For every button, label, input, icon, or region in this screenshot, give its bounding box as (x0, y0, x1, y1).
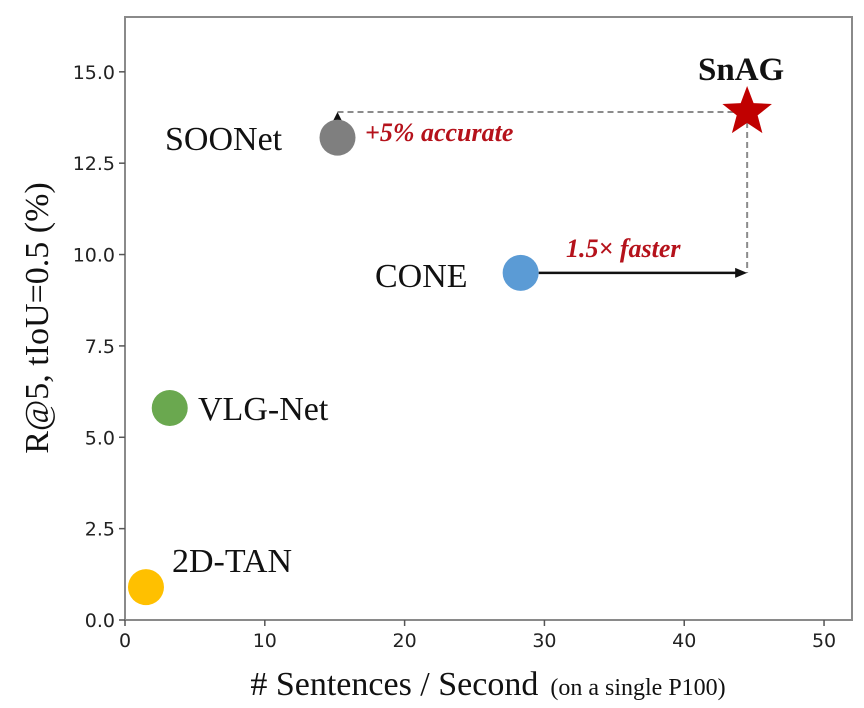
x-tick-label: 30 (532, 630, 556, 652)
x-tick-label: 20 (393, 630, 417, 652)
y-axis-title: R@5, tIoU=0.5 (%) (19, 182, 56, 453)
y-tick-label: 10.0 (73, 245, 115, 267)
x-axis-title: # Sentences / Second (on a single P100) (250, 666, 725, 703)
y-tick-labels: 0.0 2.5 5.0 7.5 10.0 12.5 15.0 (73, 62, 125, 632)
label-2d-tan: 2D-TAN (172, 543, 292, 580)
y-tick-label: 12.5 (73, 153, 115, 175)
y-tick-label: 7.5 (85, 336, 115, 358)
plot-frame (124, 16, 853, 621)
x-tick-label: 10 (253, 630, 277, 652)
point-soonet (319, 119, 356, 156)
annotation-faster: 1.5× faster (566, 234, 681, 263)
x-tick-labels: 0 10 20 30 40 50 (119, 620, 836, 652)
speed-arrowhead (735, 267, 748, 278)
point-vlg-net (151, 390, 188, 427)
x-tick-label: 50 (812, 630, 836, 652)
y-tick-label: 15.0 (73, 62, 115, 84)
x-axis-title-main: # Sentences / Second (250, 666, 538, 703)
x-tick-label: 0 (119, 630, 131, 652)
accuracy-arrowhead (332, 112, 343, 123)
x-tick-label: 40 (672, 630, 696, 652)
y-tick-label: 5.0 (85, 427, 115, 449)
y-tick-label: 2.5 (85, 519, 115, 541)
point-snag (722, 86, 772, 134)
label-snag: SnAG (698, 52, 784, 88)
point-2d-tan (127, 569, 164, 606)
data-points (127, 86, 772, 606)
x-axis-title-note: (on a single P100) (550, 675, 725, 701)
y-tick-label: 0.0 (85, 610, 115, 632)
label-cone: CONE (375, 258, 468, 295)
annotation-accurate: +5% accurate (365, 118, 513, 147)
label-soonet: SOONet (165, 121, 283, 158)
label-vlg-net: VLG-Net (198, 391, 329, 428)
point-cone (502, 254, 539, 291)
